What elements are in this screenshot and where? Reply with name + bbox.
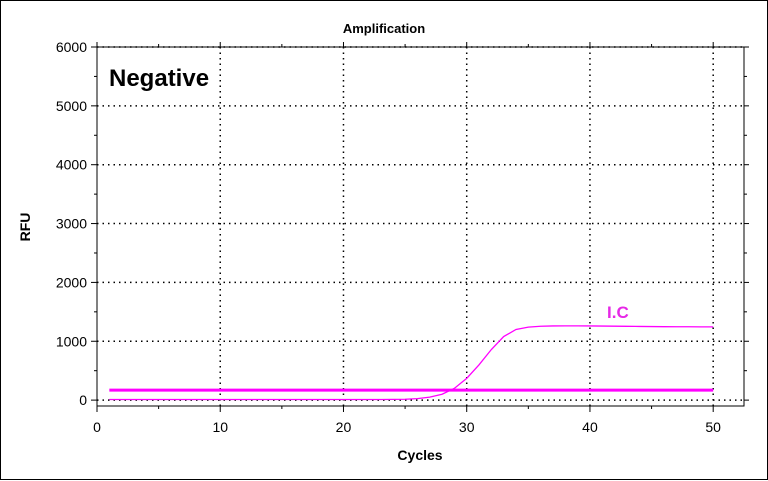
x-tick-label-10: 10: [212, 419, 228, 435]
y-tick-label-1000: 1000: [56, 333, 87, 349]
negative-annotation: Negative: [109, 65, 209, 92]
chart-title: Amplification: [343, 21, 425, 36]
grid: [97, 46, 744, 406]
series-layer: [109, 325, 714, 401]
axes: [91, 42, 749, 412]
y-tick-label-2000: 2000: [56, 274, 87, 290]
plot-border: [96, 46, 745, 407]
y-tick-label-3000: 3000: [56, 216, 87, 232]
x-tick-label-50: 50: [705, 419, 721, 435]
series-line-0: [109, 325, 714, 401]
x-tick-label-20: 20: [336, 419, 352, 435]
y-tick-label-6000: 6000: [56, 39, 87, 55]
x-axis-label: Cycles: [397, 447, 442, 463]
x-tick-label-30: 30: [459, 419, 475, 435]
x-tick-label-0: 0: [93, 419, 101, 435]
ic-annotation: I.C: [607, 303, 629, 322]
y-tick-label-5000: 5000: [56, 98, 87, 114]
tick-labels: 0 10 20 30 40 50 0 1000 2000 3000 4000 5000 6000: [56, 39, 721, 435]
y-axis-label: RFU: [17, 213, 33, 242]
x-tick-label-40: 40: [582, 419, 598, 435]
y-tick-label-0: 0: [79, 392, 87, 408]
y-tick-label-4000: 4000: [56, 157, 87, 173]
